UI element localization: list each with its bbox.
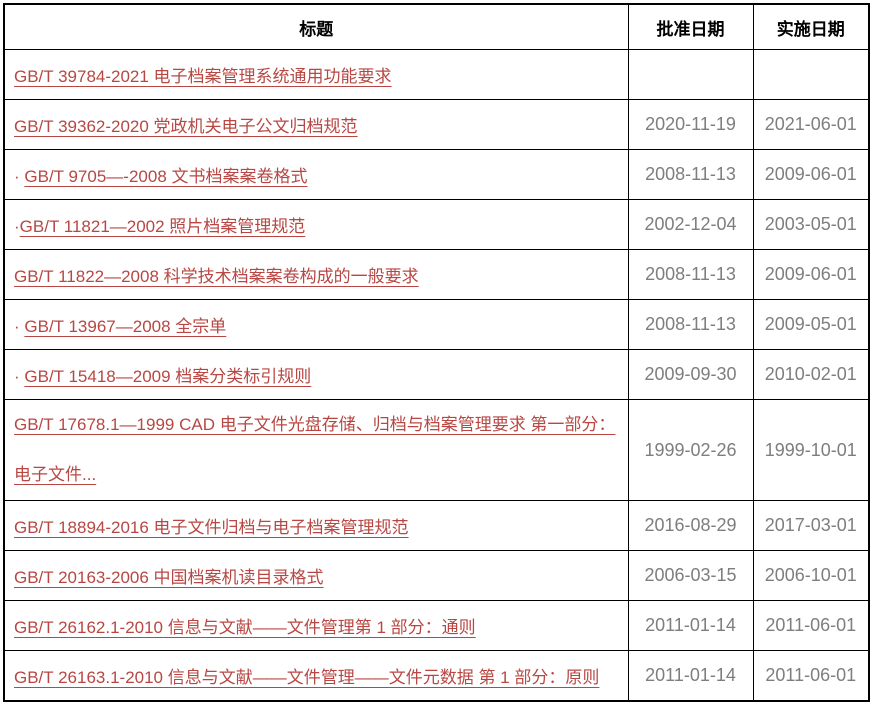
implemented-date-cell: 2021-06-01: [752, 99, 870, 150]
standards-table-body: GB/T 39784-2021 电子档案管理系统通用功能要求 GB/T 39362…: [3, 49, 870, 702]
implemented-date-cell: 2009-05-01: [752, 299, 870, 350]
table-row: GB/T 18894-2016 电子文件归档与电子档案管理规范 2016-08-2…: [3, 500, 870, 551]
standard-link[interactable]: GB/T 11822—2008 科学技术档案案卷构成的一般要求: [14, 267, 419, 286]
implemented-date-cell: 2009-06-01: [752, 149, 870, 200]
approved-date-cell: 2006-03-15: [627, 550, 754, 601]
table-row: · GB/T 13967—2008 全宗单 2008-11-13 2009-05-0…: [3, 299, 870, 350]
title-cell: GB/T 39784-2021 电子档案管理系统通用功能要求: [3, 49, 629, 100]
title-cell: ·GB/T 11821—2002 照片档案管理规范: [3, 199, 629, 250]
standard-link[interactable]: GB/T 11821—2002 照片档案管理规范: [19, 217, 306, 236]
implemented-date-cell: 2017-03-01: [752, 500, 870, 551]
approved-date-cell: 2008-11-13: [627, 149, 754, 200]
implemented-date-cell: [752, 49, 870, 100]
table-row: · GB/T 15418—2009 档案分类标引规则 2009-09-30 2010…: [3, 349, 870, 400]
standard-link[interactable]: GB/T 26162.1-2010 信息与文献——文件管理第 1 部分：通则: [14, 618, 476, 637]
table-row: GB/T 39784-2021 电子档案管理系统通用功能要求: [3, 49, 870, 100]
approved-date-cell: 2011-01-14: [627, 650, 754, 702]
implemented-date-cell: 2003-05-01: [752, 199, 870, 250]
title-cell: GB/T 39362-2020 党政机关电子公文归档规范: [3, 99, 629, 150]
title-cell: · GB/T 15418—2009 档案分类标引规则: [3, 349, 629, 400]
implemented-date-cell: 2010-02-01: [752, 349, 870, 400]
title-cell: GB/T 17678.1—1999 CAD 电子文件光盘存储、归档与档案管理要求…: [3, 399, 629, 501]
implemented-date-cell: 2011-06-01: [752, 600, 870, 651]
standard-link[interactable]: GB/T 15418—2009 档案分类标引规则: [24, 367, 312, 386]
table-row: ·GB/T 11821—2002 照片档案管理规范 2002-12-04 2003-…: [3, 199, 870, 250]
bullet-dot: ·: [14, 317, 25, 336]
approved-date-cell: 2002-12-04: [627, 199, 754, 250]
bullet-dot: ·: [14, 167, 25, 186]
title-cell: GB/T 20163-2006 中国档案机读目录格式: [3, 550, 629, 601]
title-cell: GB/T 11822—2008 科学技术档案案卷构成的一般要求: [3, 249, 629, 300]
standard-link[interactable]: GB/T 20163-2006 中国档案机读目录格式: [14, 568, 324, 587]
implemented-date-cell: 2011-06-01: [752, 650, 870, 702]
table-row: GB/T 39362-2020 党政机关电子公文归档规范 2020-11-19 20…: [3, 99, 870, 150]
approved-date-cell: 2020-11-19: [627, 99, 754, 150]
standard-link[interactable]: GB/T 18894-2016 电子文件归档与电子档案管理规范: [14, 518, 409, 537]
table-row: GB/T 17678.1—1999 CAD 电子文件光盘存储、归档与档案管理要求…: [3, 399, 870, 501]
approved-date-cell: [627, 49, 754, 100]
implemented-date-cell: 2006-10-01: [752, 550, 870, 601]
title-cell: GB/T 26162.1-2010 信息与文献——文件管理第 1 部分：通则: [3, 600, 629, 651]
standard-link[interactable]: GB/T 9705—-2008 文书档案案卷格式: [24, 167, 308, 186]
title-cell: GB/T 26163.1-2010 信息与文献——文件管理——文件元数据 第 1…: [3, 650, 629, 702]
table-header: 标题 批准日期 实施日期: [3, 3, 870, 50]
implemented-date-cell: 2009-06-01: [752, 249, 870, 300]
bullet-dot: ·: [14, 367, 25, 386]
table-row: GB/T 11822—2008 科学技术档案案卷构成的一般要求 2008-11-1…: [3, 249, 870, 300]
approved-date-cell: 2008-11-13: [627, 249, 754, 300]
approved-date-cell: 2009-09-30: [627, 349, 754, 400]
column-header-approved-date: 批准日期: [627, 3, 754, 50]
standard-link[interactable]: GB/T 17678.1—1999 CAD 电子文件光盘存储、归档与档案管理要求…: [14, 415, 616, 484]
approved-date-cell: 1999-02-26: [627, 399, 754, 501]
bullet-dot: ·: [14, 217, 20, 236]
table-row: GB/T 26163.1-2010 信息与文献——文件管理——文件元数据 第 1…: [3, 650, 870, 702]
standard-link[interactable]: GB/T 26163.1-2010 信息与文献——文件管理——文件元数据 第 1…: [14, 668, 600, 687]
header-row: 标题 批准日期 实施日期: [3, 3, 870, 50]
title-cell: · GB/T 9705—-2008 文书档案案卷格式: [3, 149, 629, 200]
column-header-title: 标题: [3, 3, 629, 50]
standards-table: 标题 批准日期 实施日期 GB/T 39784-2021 电子档案管理系统通用功…: [3, 3, 870, 702]
column-header-implemented-date: 实施日期: [752, 3, 870, 50]
table-row: · GB/T 9705—-2008 文书档案案卷格式 2008-11-13 2009…: [3, 149, 870, 200]
approved-date-cell: 2016-08-29: [627, 500, 754, 551]
table-row: GB/T 26162.1-2010 信息与文献——文件管理第 1 部分：通则 20…: [3, 600, 870, 651]
title-cell: · GB/T 13967—2008 全宗单: [3, 299, 629, 350]
standard-link[interactable]: GB/T 39784-2021 电子档案管理系统通用功能要求: [14, 67, 392, 86]
table-row: GB/T 20163-2006 中国档案机读目录格式 2006-03-15 2006…: [3, 550, 870, 601]
approved-date-cell: 2008-11-13: [627, 299, 754, 350]
approved-date-cell: 2011-01-14: [627, 600, 754, 651]
standard-link[interactable]: GB/T 13967—2008 全宗单: [24, 317, 227, 336]
implemented-date-cell: 1999-10-01: [752, 399, 870, 501]
title-cell: GB/T 18894-2016 电子文件归档与电子档案管理规范: [3, 500, 629, 551]
standard-link[interactable]: GB/T 39362-2020 党政机关电子公文归档规范: [14, 117, 358, 136]
